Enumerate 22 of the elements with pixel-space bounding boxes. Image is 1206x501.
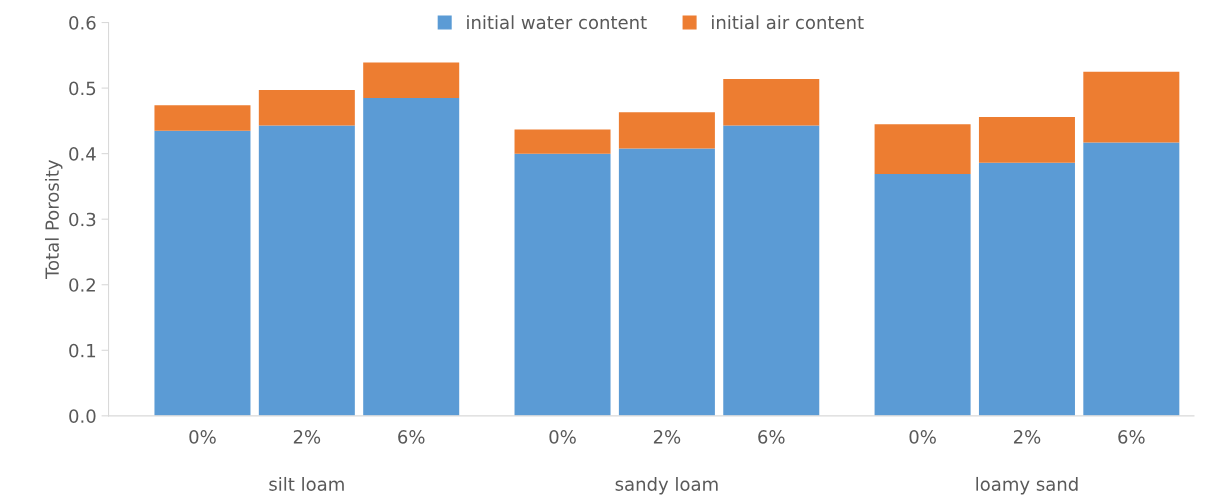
legend-label: initial water content bbox=[467, 15, 647, 30]
x-tick-label: 0% bbox=[189, 430, 216, 444]
legend-label: initial air content bbox=[712, 15, 864, 30]
y-tick-label: 0.0 bbox=[69, 409, 96, 423]
x-tick-label: 0% bbox=[549, 430, 576, 444]
y-tick-label: 0.5 bbox=[69, 81, 96, 96]
text: silt loam bbox=[269, 476, 344, 491]
y-tick-label: 0.4 bbox=[69, 147, 96, 161]
y-tick-label: 0.3 bbox=[69, 212, 96, 227]
x-tick-label: 2% bbox=[1013, 430, 1041, 444]
x-tick-label: 0% bbox=[909, 430, 936, 444]
x-tick-label: 2% bbox=[293, 430, 321, 444]
x-tick-label: 2% bbox=[653, 430, 681, 444]
x-tick-label: 6% bbox=[1118, 430, 1145, 444]
y-axis-title: Total Porosity bbox=[44, 160, 63, 279]
x-tick-label: 6% bbox=[398, 430, 425, 444]
y-tick-label: 0.6 bbox=[69, 16, 96, 30]
x-tick-label: 6% bbox=[758, 430, 785, 444]
text: loamy sand bbox=[976, 476, 1078, 495]
y-tick-label: 0.1 bbox=[69, 343, 96, 358]
y-tick-label: 0.2 bbox=[69, 278, 95, 292]
text: sandy loam bbox=[615, 476, 718, 495]
